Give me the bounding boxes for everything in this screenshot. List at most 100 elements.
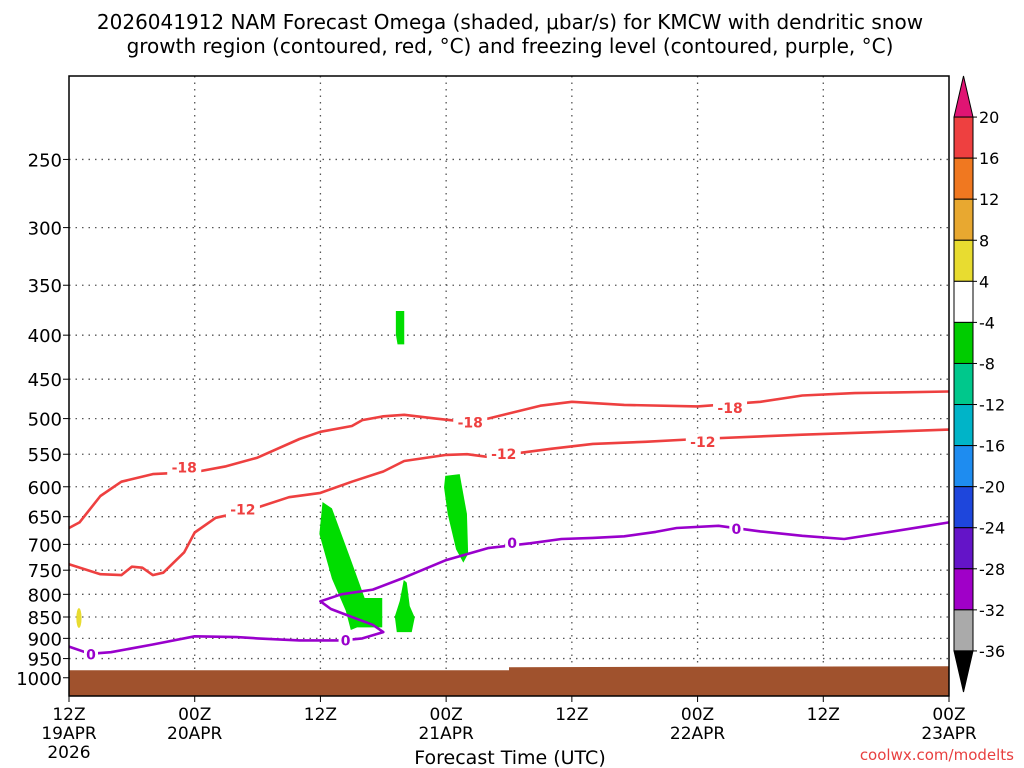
x-tick-label: 00Z [430,705,463,725]
omega-shade-area [394,580,415,633]
y-tick-label: 650 [28,508,62,529]
x-tick-label: 19APR [41,724,97,744]
y-tick-label: 450 [28,370,62,391]
colorbar-swatch [953,445,974,488]
contour-label-bg [713,399,748,416]
contour-label: 0 [731,522,741,538]
y-tick-label: 750 [28,561,62,582]
contour-label: -18 [458,415,483,431]
colorbar-swatch [953,362,974,406]
colorbar-swatch [953,321,974,364]
x-tick-label: 00Z [681,705,714,725]
omega-shading [76,311,469,633]
contour-label: 0 [507,536,517,552]
contour-label-bg [729,521,744,538]
contour-label: 0 [341,633,351,649]
omega-shade-area [76,608,82,628]
y-tick-label: 700 [28,535,62,556]
x-tick-label: 21APR [418,724,474,744]
contour-label: -12 [230,503,255,519]
contour-label: -18 [172,461,197,477]
x-tick-label: 20APR [167,724,223,744]
contour-line [68,428,950,577]
colorbar-label: -32 [979,601,1005,620]
colorbar-label: -8 [979,354,995,373]
colorbar-label: -12 [979,396,1005,415]
chart-title-line-1: 2026041912 NAM Forecast Omega (shaded, μ… [97,10,923,34]
plot-frame [68,75,950,697]
x-tick-label: 12Z [555,705,588,725]
x-axis-label: Forecast Time (UTC) [414,747,605,768]
omega-shade-area [395,311,405,345]
x-tick-label: 12Z [807,705,840,725]
chart-title-line-2: growth region (contoured, red, °C) and f… [127,34,894,58]
colorbar-swatch [953,280,974,323]
contour-label: -18 [717,401,742,417]
colorbar-label: -20 [979,478,1005,497]
x-tick-label: 12Z [52,705,85,725]
y-tick-label: 950 [28,650,62,671]
y-tick-label: 900 [28,629,62,650]
y-tick-label: 500 [28,410,62,431]
colorbar-swatch [953,198,974,241]
omega-shade-area [319,502,383,630]
x-tick-label: 2026 [47,743,90,763]
y-tick-label: 550 [28,445,62,466]
colorbar-label: 8 [979,231,989,250]
y-tick-label: 800 [28,585,62,606]
colorbar-label: -4 [979,313,995,332]
contour-label-bg [225,501,260,518]
colorbar-swatch [953,486,974,529]
colorbar: 20 16 12 8 4 -4 -8 -12 -16 -20 -24 -28 -32 -36 [953,75,1005,693]
terrain [69,666,949,696]
x-tick-label: 23APR [921,724,977,744]
y-tick-label: 850 [28,608,62,629]
x-tick-label: 12Z [304,705,337,725]
colorbar-swatch [953,404,974,447]
colorbar-arrow-bottom [953,650,974,693]
colorbar-swatch [953,527,974,570]
colorbar-swatch [953,116,974,159]
colorbar-label: 20 [979,108,999,127]
colorbar-swatch [953,239,974,282]
contour-label-bg [505,534,520,551]
contour-line [68,521,950,656]
contour-label-bg [338,632,353,649]
colorbar-label: -16 [979,437,1005,456]
y-tick-label: 350 [28,276,62,297]
y-tick-label: 250 [28,150,62,171]
contour-label: -12 [690,435,715,451]
colorbar-arrow-top [953,75,974,118]
plot-background [69,76,949,696]
contours [68,390,950,656]
colorbar-swatch [953,568,974,611]
contour-labels: -18 -18 -18 -12 -12 -12 0 0 0 0 [84,399,748,664]
contour-label-bg [84,646,98,663]
colorbar-label: 12 [979,190,999,209]
y-tick-label: 600 [28,478,62,499]
watermark: coolwx.com/modelts [860,746,1014,764]
contour-label-bg [486,446,521,463]
colorbar-swatch [953,609,974,652]
colorbar-swatch [953,157,974,200]
x-tick-label: 00Z [932,705,965,725]
y-tick-label: 400 [28,326,62,347]
contour-label: -12 [491,447,516,463]
contour-line [68,390,950,530]
contour-label-bg [453,414,488,431]
contour-label: 0 [86,648,96,664]
y-axis: 2503003504004505005506006507007508008509… [16,150,69,690]
omega-shade-area [444,474,469,563]
contour-label-bg [685,433,720,450]
colorbar-label: 4 [979,272,989,291]
colorbar-label: -28 [979,560,1005,579]
x-tick-label: 00Z [178,705,211,725]
x-tick-label: 22APR [670,724,726,744]
y-tick-label: 1000 [16,669,62,690]
colorbar-label: -36 [979,642,1005,661]
colorbar-label: -24 [979,519,1005,538]
colorbar-label: 16 [979,149,999,168]
y-tick-label: 300 [28,219,62,240]
